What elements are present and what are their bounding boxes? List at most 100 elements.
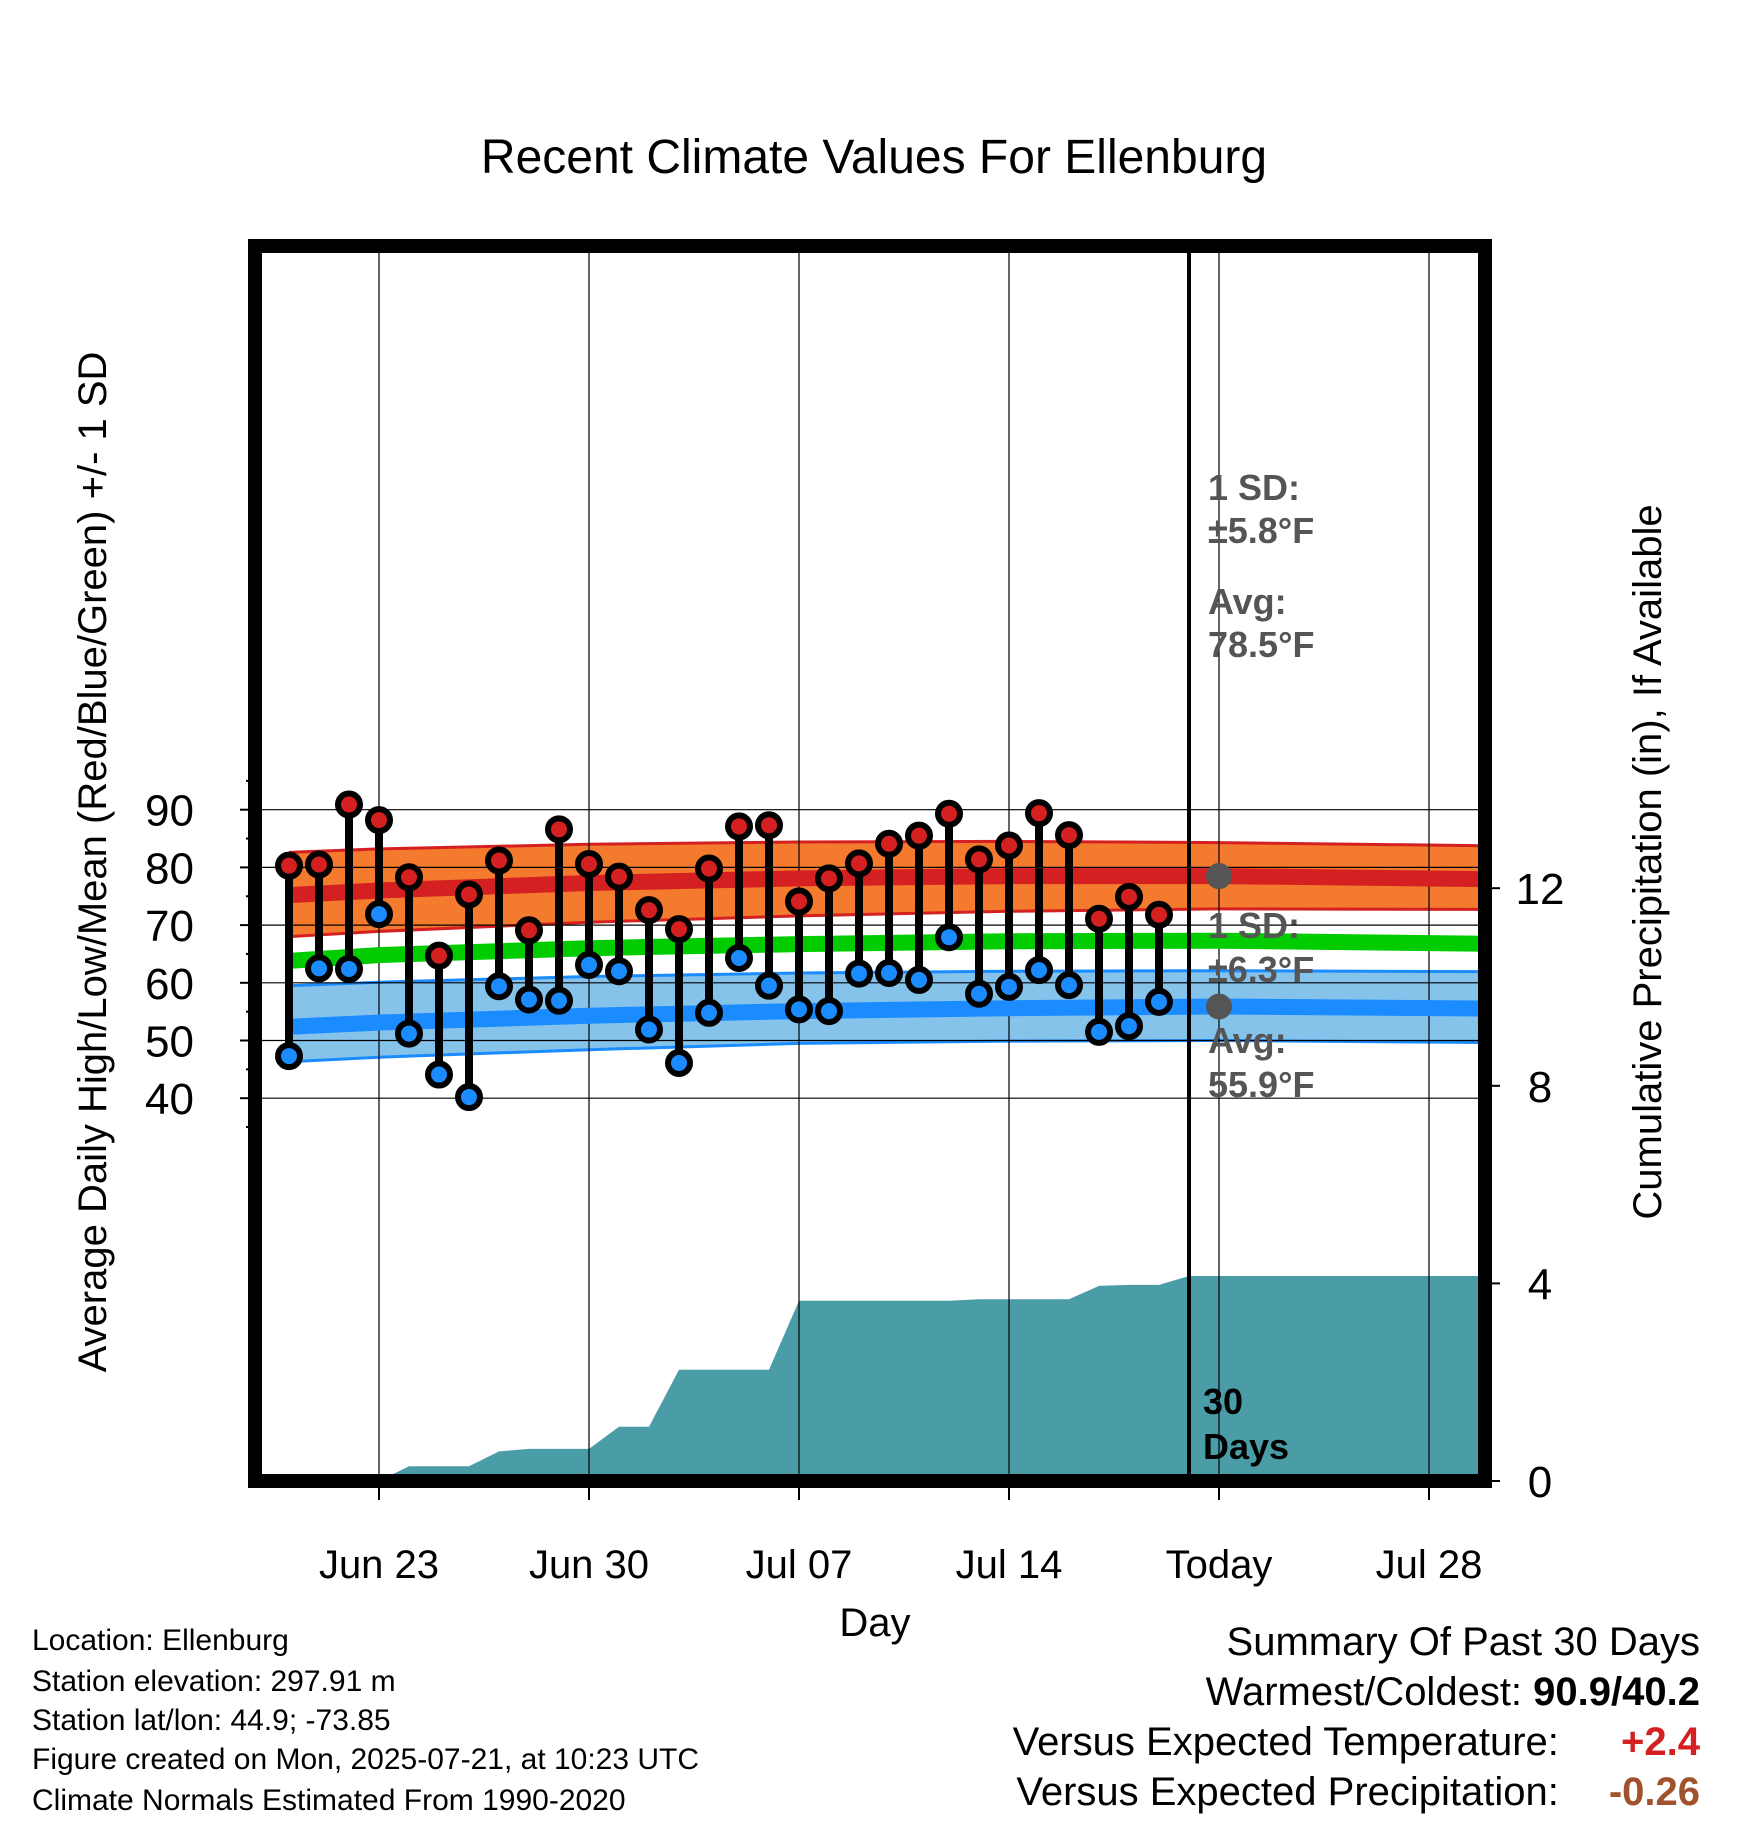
- chart-title: Recent Climate Values For Ellenburg: [480, 131, 1268, 184]
- high-point-jul-06: [755, 811, 783, 840]
- high-point-jul-10: [875, 829, 903, 858]
- high-point-jul-19: [1145, 900, 1173, 929]
- y-axis-title: Average Daily High/Low/Mean (Red/Blue/Gr…: [71, 352, 115, 1373]
- low-point-jul-14: [995, 972, 1023, 1001]
- y-tick-label-2: 60: [145, 960, 194, 1009]
- y-tick-label-1: 50: [145, 1018, 194, 1067]
- summary-temp: Versus Expected Temperature: +2.4: [1013, 1720, 1700, 1765]
- summary-warm-cold: Warmest/Coldest: 90.9/40.2: [1206, 1670, 1700, 1715]
- high-point-jul-05: [725, 812, 753, 841]
- meta-created: Figure created on Mon, 2025-07-21, at 10…: [32, 1743, 700, 1776]
- high-point-jul-08: [815, 864, 843, 893]
- low-point-jul-04: [695, 998, 723, 1027]
- high-point-jun-24: [395, 863, 423, 892]
- y2-tick-label-2: 8: [1528, 1063, 1552, 1112]
- x-tick-label-0: Jun 23: [319, 1543, 439, 1587]
- low-point-jul-18: [1115, 1012, 1143, 1041]
- low-point-jul-15: [1025, 956, 1053, 985]
- meta-latlon: Station lat/lon: 44.9; -73.85: [32, 1704, 391, 1737]
- today-avg-low-marker: [1206, 993, 1232, 1020]
- high-point-jun-29: [545, 815, 573, 844]
- low-point-jul-06: [755, 971, 783, 1000]
- high-point-jul-07: [785, 887, 813, 916]
- high-point-jul-11: [905, 821, 933, 850]
- high-point-jul-17: [1085, 904, 1113, 933]
- y-tick-label-4: 80: [145, 844, 194, 893]
- high-point-jul-12: [935, 799, 963, 828]
- high-point-jun-21: [305, 850, 333, 879]
- plot-frame: [248, 239, 1492, 1488]
- summary-precip-value: -0.26: [1608, 1770, 1700, 1814]
- high-point-jul-13: [965, 845, 993, 874]
- low-avg-value: 55.9°F: [1208, 1064, 1314, 1105]
- summary-precip: Versus Expected Precipitation: -0.26: [1016, 1770, 1700, 1815]
- low-point-jul-01: [605, 957, 633, 986]
- low-point-jul-13: [965, 979, 993, 1008]
- high-point-jun-28: [515, 916, 543, 945]
- low-sd-label: 1 SD:: [1208, 905, 1300, 946]
- low-point-jul-03: [665, 1049, 693, 1078]
- low-point-jul-12: [935, 923, 963, 952]
- high-point-jul-03: [665, 915, 693, 944]
- x-tick-label-4: Today: [1166, 1543, 1273, 1587]
- high-point-jun-26: [455, 880, 483, 909]
- summary-warm-cold-label: Warmest/Coldest:: [1205, 1670, 1523, 1714]
- high-avg-label: Avg:: [1208, 581, 1287, 622]
- low-point-jun-21: [305, 954, 333, 983]
- low-point-jun-24: [395, 1019, 423, 1048]
- low-point-jun-27: [485, 972, 513, 1001]
- x-tick-label-1: Jun 30: [529, 1543, 649, 1587]
- low-point-jul-17: [1085, 1017, 1113, 1046]
- y2-tick-label-0: 0: [1528, 1458, 1552, 1507]
- today-avg-high-marker: [1206, 863, 1232, 890]
- meta-elevation: Station elevation: 297.91 m: [32, 1665, 396, 1698]
- high-point-jul-02: [635, 896, 663, 925]
- high-sd-value: ±5.8°F: [1208, 510, 1314, 551]
- low-point-jul-10: [875, 958, 903, 987]
- high-point-jul-18: [1115, 882, 1143, 911]
- low-avg-label: Avg:: [1208, 1020, 1287, 1061]
- high-point-jun-27: [485, 846, 513, 875]
- high-point-jul-15: [1025, 799, 1053, 828]
- days-word-label: Days: [1203, 1426, 1289, 1467]
- low-point-jun-20: [275, 1042, 303, 1071]
- low-point-jul-16: [1055, 971, 1083, 1000]
- high-point-jun-25: [425, 941, 453, 970]
- y2-axis-title: Cumulative Precipitation (in), If Availa…: [1626, 504, 1670, 1219]
- summary-title: Summary Of Past 30 Days: [1226, 1620, 1700, 1664]
- low-point-jul-19: [1145, 987, 1173, 1016]
- avg-mean-line: [288, 932, 1484, 969]
- low-point-jul-02: [635, 1015, 663, 1044]
- cumulative-precip-area: [379, 1276, 1484, 1481]
- x-tick-label-2: Jul 07: [746, 1543, 853, 1587]
- x-tick-label-3: Jul 14: [956, 1543, 1063, 1587]
- summary-warm-cold-value: 90.9/40.2: [1533, 1670, 1700, 1714]
- low-point-jun-26: [455, 1083, 483, 1112]
- high-point-jun-30: [575, 849, 603, 878]
- high-point-jun-23: [365, 806, 393, 835]
- high-point-jul-16: [1055, 821, 1083, 850]
- low-point-jun-28: [515, 985, 543, 1014]
- high-point-jul-04: [695, 854, 723, 883]
- low-point-jun-29: [545, 986, 573, 1015]
- low-point-jun-22: [335, 954, 363, 983]
- y2-tick-label-3: 12: [1516, 865, 1565, 914]
- y-tick-label-5: 90: [145, 787, 194, 836]
- summary-temp-label: Versus Expected Temperature:: [1012, 1720, 1559, 1764]
- low-point-jun-30: [575, 950, 603, 979]
- x-axis-title: Day: [839, 1601, 910, 1645]
- low-point-jun-25: [425, 1060, 453, 1089]
- low-point-jul-07: [785, 995, 813, 1024]
- high-point-jul-09: [845, 849, 873, 878]
- x-tick-label-5: Jul 28: [1376, 1543, 1483, 1587]
- summary-precip-label: Versus Expected Precipitation:: [1016, 1770, 1559, 1814]
- high-avg-value: 78.5°F: [1208, 624, 1314, 665]
- meta-normals: Climate Normals Estimated From 1990-2020: [32, 1784, 626, 1817]
- high-point-jul-01: [605, 862, 633, 891]
- low-point-jul-11: [905, 965, 933, 994]
- days-count-label: 30: [1203, 1381, 1243, 1422]
- low-point-jul-09: [845, 959, 873, 988]
- low-point-jul-08: [815, 997, 843, 1026]
- high-point-jul-14: [995, 831, 1023, 860]
